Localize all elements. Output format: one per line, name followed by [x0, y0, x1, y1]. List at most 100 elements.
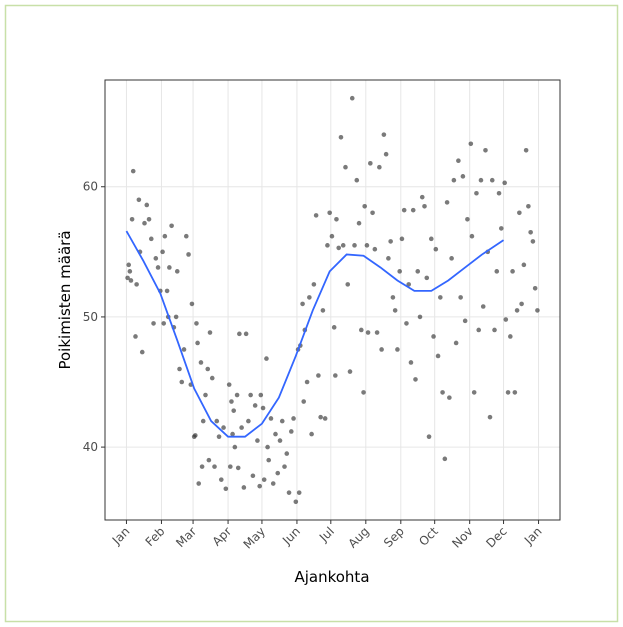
- point: [300, 301, 305, 307]
- point: [526, 203, 531, 209]
- point: [186, 252, 191, 257]
- point: [234, 392, 240, 398]
- point: [381, 132, 387, 137]
- point: [151, 321, 156, 326]
- point: [226, 382, 232, 387]
- point: [489, 177, 495, 183]
- point: [408, 360, 414, 365]
- point: [422, 203, 427, 209]
- point: [483, 147, 488, 153]
- point: [354, 177, 360, 183]
- point: [377, 164, 382, 170]
- point: [442, 456, 448, 462]
- point: [368, 161, 373, 166]
- point: [460, 174, 466, 179]
- point: [535, 308, 540, 313]
- y-tick-label: 40: [83, 440, 98, 454]
- y-axis-title: Poikimisten määrä: [56, 230, 74, 369]
- point: [153, 256, 159, 261]
- point: [352, 243, 357, 248]
- point: [444, 200, 450, 205]
- point: [494, 269, 500, 274]
- point: [343, 164, 348, 170]
- point: [392, 308, 398, 313]
- point: [313, 213, 319, 218]
- point: [229, 399, 234, 404]
- point: [214, 418, 220, 424]
- point: [329, 233, 335, 239]
- point: [144, 202, 150, 208]
- point: [372, 246, 378, 252]
- point: [318, 414, 323, 420]
- point: [401, 207, 407, 213]
- point: [282, 464, 287, 469]
- point: [195, 340, 200, 346]
- point: [316, 373, 321, 378]
- point: [174, 269, 180, 274]
- point: [243, 331, 249, 337]
- point: [492, 327, 497, 333]
- point: [383, 151, 389, 157]
- point: [167, 265, 172, 270]
- point: [428, 236, 434, 242]
- point: [361, 390, 366, 395]
- point: [424, 275, 430, 281]
- point: [458, 295, 463, 300]
- point: [194, 321, 199, 326]
- point: [413, 377, 418, 382]
- point: [399, 236, 405, 242]
- point: [255, 438, 260, 443]
- point: [270, 481, 276, 486]
- point: [291, 416, 296, 421]
- point: [273, 431, 278, 437]
- point: [386, 256, 391, 261]
- point: [136, 197, 142, 203]
- point: [370, 210, 375, 216]
- point: [212, 464, 217, 469]
- point: [453, 340, 459, 346]
- point: [126, 262, 132, 268]
- point: [336, 245, 342, 251]
- point: [146, 216, 152, 222]
- point: [404, 321, 409, 326]
- point: [502, 180, 507, 186]
- point: [235, 465, 241, 471]
- point: [239, 425, 244, 430]
- point: [130, 168, 136, 174]
- point: [480, 304, 486, 309]
- point: [311, 282, 317, 287]
- point: [129, 216, 135, 222]
- point: [128, 278, 134, 283]
- point: [252, 403, 258, 408]
- point: [426, 434, 432, 439]
- y-tick-label: 60: [83, 180, 98, 194]
- point: [498, 226, 504, 231]
- point: [388, 239, 393, 244]
- point: [203, 392, 208, 398]
- point: [237, 331, 242, 337]
- point: [307, 295, 312, 300]
- point: [265, 444, 270, 450]
- point: [438, 295, 443, 300]
- point: [181, 347, 187, 352]
- point: [362, 203, 367, 209]
- point: [471, 390, 477, 395]
- point: [528, 230, 533, 235]
- point: [266, 457, 272, 463]
- point: [301, 399, 307, 404]
- point: [358, 327, 364, 333]
- point: [338, 134, 344, 140]
- point: [133, 334, 138, 339]
- point: [161, 321, 167, 326]
- point: [374, 330, 380, 335]
- point: [487, 414, 493, 420]
- point: [250, 473, 256, 479]
- point: [447, 395, 452, 400]
- point: [395, 347, 400, 352]
- panel-border: [104, 79, 561, 521]
- point: [148, 236, 154, 242]
- point: [206, 457, 212, 463]
- point: [333, 373, 338, 378]
- y-tick-label: 50: [83, 310, 98, 324]
